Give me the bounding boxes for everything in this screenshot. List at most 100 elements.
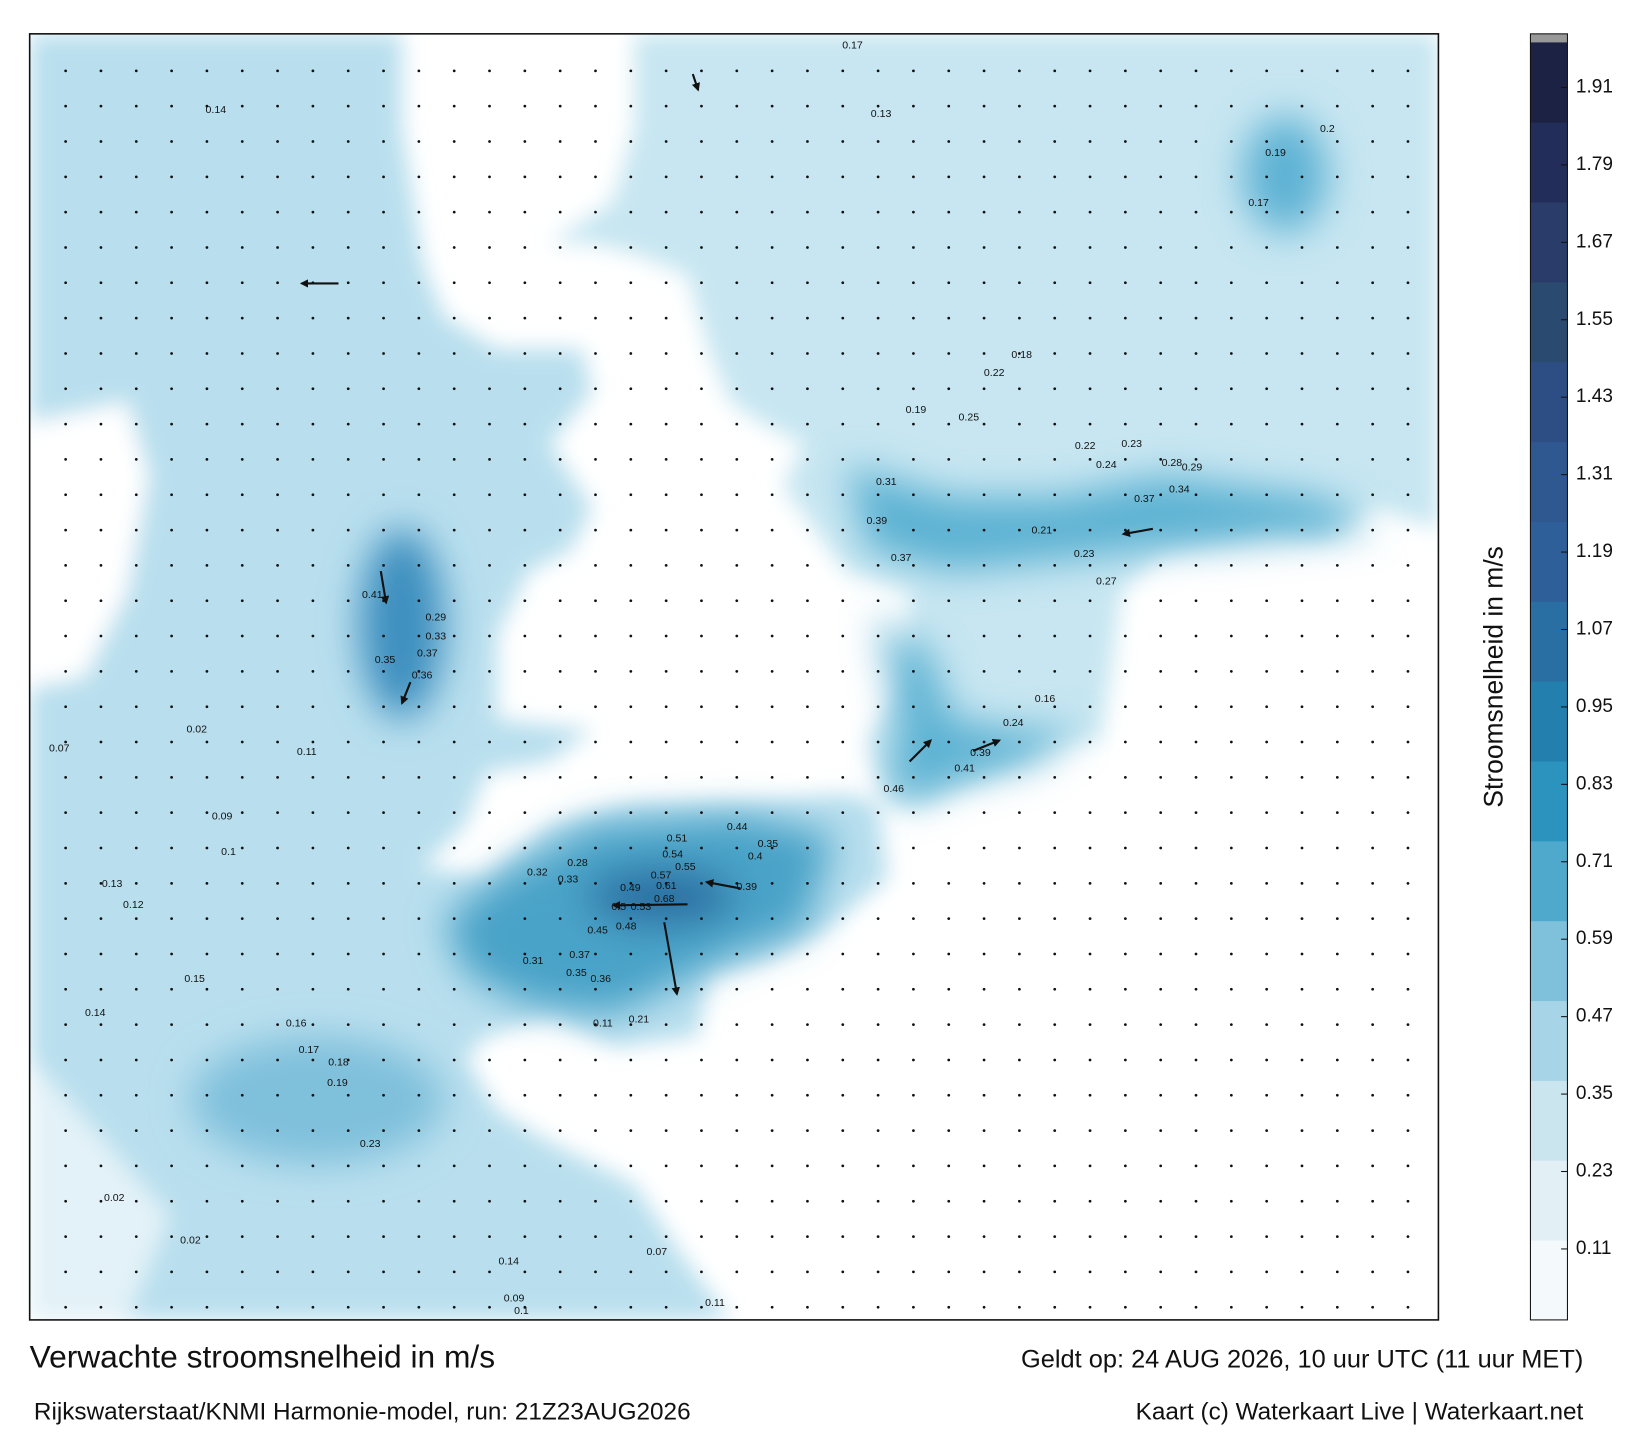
grid-dot [170,528,173,532]
grid-dot [735,564,739,567]
grid-dot [488,1058,491,1062]
grid-dot [1265,458,1269,461]
grid-dot [240,210,244,214]
grid-dot [700,775,703,779]
grid-dot [806,1235,809,1238]
grid-dot [1265,316,1269,320]
grid-dot [311,422,315,426]
grid-dot [64,705,68,709]
grid-dot [770,1023,774,1026]
speed-label: 0.02 [104,1192,125,1204]
grid-dot [488,917,491,921]
grid-dot [1159,1270,1163,1274]
grid-dot [452,281,456,285]
grid-dot [629,281,633,285]
grid-dot [1159,1093,1163,1097]
colorbar-tick-label: 0.83 [1576,773,1613,794]
grid-dot [452,352,456,355]
grid-dot [382,352,385,355]
grid-dot [311,104,315,108]
grid-dot [240,246,244,249]
grid-dot [806,528,809,532]
grid-dot [276,811,279,815]
grid-dot [488,387,491,391]
grid-dot [1406,705,1410,709]
grid-dot [170,1093,173,1097]
grid-dot [205,1199,209,1203]
grid-dot [382,104,385,108]
grid-dot [700,1058,703,1062]
grid-dot [664,917,668,921]
grid-dot [1123,599,1127,603]
grid-dot [1123,210,1127,214]
grid-dot [1053,775,1057,779]
grid-dot [417,599,421,603]
grid-dot [1053,564,1057,567]
grid-dot [346,316,350,320]
grid-dot [558,458,562,461]
grid-dot [240,634,244,638]
speed-label: 0.13 [102,878,123,890]
grid-dot [982,634,986,638]
grid-dot [134,775,138,779]
grid-dot [1229,775,1233,779]
grid-dot [523,528,527,532]
grid-dot [1406,387,1410,391]
grid-dot [99,1305,103,1309]
grid-dot [276,281,279,285]
grid-dot [1088,846,1092,850]
grid-dot [1194,316,1198,320]
grid-dot [700,281,703,285]
grid-dot [912,775,915,779]
grid-dot [452,775,456,779]
map-subtitle: Rijkswaterstaat/KNMI Harmonie-model, run… [34,1398,691,1425]
grid-dot [64,281,68,285]
grid-dot [1300,775,1304,779]
grid-dot [240,281,244,285]
speed-label: 0.5 [611,901,626,913]
grid-dot [346,1129,350,1132]
grid-dot [417,1164,421,1168]
grid-dot [170,917,173,921]
grid-dot [558,1058,562,1062]
grid-dot [311,705,315,709]
grid-dot [1123,670,1127,673]
grid-dot [1265,564,1269,567]
grid-dot [240,104,244,108]
grid-dot [594,1199,597,1203]
map-area: 0.680.610.570.550.540.510.490.530.50.480… [29,33,1439,1320]
grid-dot [1265,917,1269,921]
grid-dot [1088,564,1092,567]
grid-dot [205,987,209,991]
grid-dot [1406,104,1410,108]
grid-dot [134,1270,138,1274]
grid-dot [276,458,279,461]
grid-dot [806,775,809,779]
grid-dot [947,1199,951,1203]
grid-dot [594,670,597,673]
grid-dot [1088,1270,1092,1274]
grid-dot [1053,740,1057,744]
grid-dot [1159,422,1163,426]
grid-dot [1335,175,1339,179]
grid-dot [558,1199,562,1203]
grid-dot [982,458,986,461]
grid-dot [523,705,527,709]
grid-dot [1018,740,1021,744]
grid-dot [1194,352,1198,355]
grid-dot [629,846,633,850]
grid-dot [947,599,951,603]
grid-dot [770,1164,774,1168]
grid-dot [170,1129,173,1132]
grid-dot [382,881,385,885]
grid-dot [1335,140,1339,143]
grid-dot [417,422,421,426]
colorbar: 0.110.230.350.470.590.710.830.951.071.19… [1529,33,1613,1321]
grid-dot [99,1199,103,1203]
grid-dot [417,634,421,638]
grid-dot [1053,634,1057,638]
grid-dot [523,210,527,214]
grid-dot [1159,281,1163,285]
grid-dot [170,281,173,285]
grid-dot [700,846,703,850]
